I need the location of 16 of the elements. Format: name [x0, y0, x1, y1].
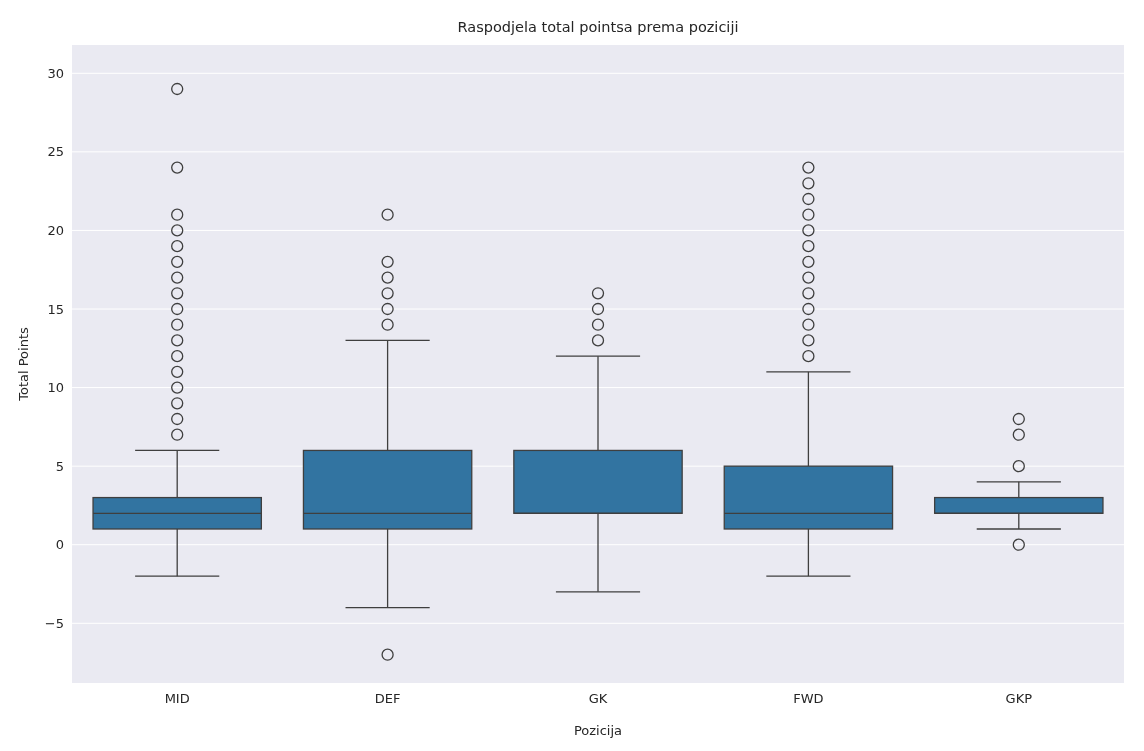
y-tick-label: 5 [55, 458, 64, 474]
chart-title: Raspodjela total pointsa prema poziciji [457, 19, 739, 35]
y-tick-label: 0 [55, 537, 64, 553]
y-tick-label: 30 [47, 65, 64, 81]
y-tick-label: 20 [47, 222, 64, 238]
x-axis-title: Pozicija [573, 723, 623, 738]
y-axis-title: Total Points [16, 327, 31, 402]
x-tick-label: DEF [374, 691, 401, 706]
y-tick-label: −5 [44, 615, 64, 631]
y-tick-label: 10 [47, 380, 64, 396]
x-tick-label: GKP [1005, 691, 1033, 706]
x-tick-label: MID [164, 691, 190, 706]
y-tick-label: 15 [47, 301, 64, 317]
x-tick-label: FWD [793, 691, 824, 706]
y-tick-label: 25 [47, 144, 64, 160]
x-tick-label: GK [588, 691, 608, 706]
